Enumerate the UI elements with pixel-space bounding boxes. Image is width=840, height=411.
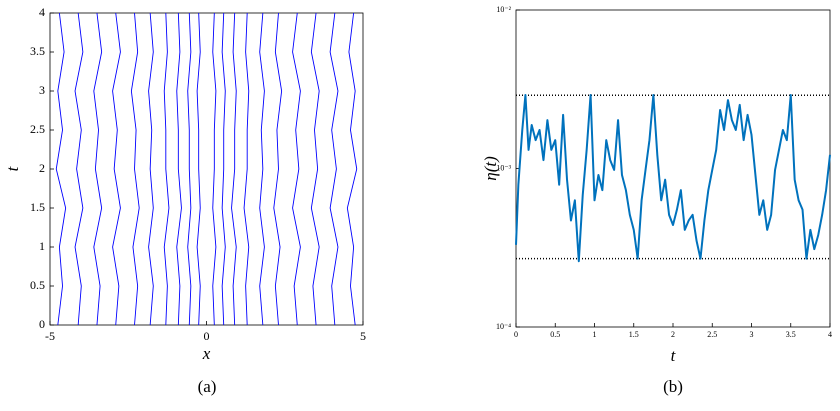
caption: (a) [198, 377, 217, 396]
x-tick-label: 4 [828, 330, 832, 339]
trajectory [130, 12, 140, 326]
x-tick-label: -5 [45, 329, 55, 343]
y-tick-label: 4 [39, 5, 45, 19]
y-tick-label: 2 [39, 161, 45, 175]
trajectory [221, 12, 226, 326]
plot-frame [49, 12, 364, 326]
y-tick-label: 3 [39, 83, 45, 97]
trajectory [187, 12, 192, 326]
trajectory [292, 12, 301, 326]
x-tick-label: 2 [671, 330, 675, 339]
x-tick-label: 5 [360, 329, 366, 343]
x-tick-label: 1.5 [629, 330, 639, 339]
y-tick-label: 10⁻³ [496, 163, 511, 172]
trajectory [176, 12, 182, 326]
x-tick-label: 0 [204, 329, 210, 343]
trajectory [273, 12, 283, 326]
x-tick-label: 3 [750, 330, 754, 339]
trajectory [112, 12, 121, 326]
trajectory [74, 12, 84, 326]
x-tick-label: 2.5 [707, 330, 717, 339]
eta-line [515, 93, 831, 263]
y-axis-label: t [3, 165, 22, 171]
x-tick-label: 3.5 [786, 330, 796, 339]
y-tick-label: 1 [39, 239, 45, 253]
y-tick-label: 3.5 [30, 44, 45, 58]
y-axis-label: η(t) [481, 156, 500, 181]
y-tick-label: 0 [39, 317, 45, 331]
trajectory [93, 12, 103, 326]
trajectory [148, 12, 154, 326]
y-tick-label: 2.5 [30, 122, 45, 136]
y-tick-label: 10⁻⁴ [496, 322, 511, 331]
trajectory [163, 12, 170, 326]
caption: (b) [663, 377, 683, 396]
y-tick-label: 1.5 [30, 200, 45, 214]
x-tick-label: 0.5 [550, 330, 560, 339]
trajectory [329, 12, 339, 326]
trajectory [212, 12, 217, 326]
trajectory [55, 12, 67, 326]
y-tick-label: 10⁻² [496, 5, 511, 14]
trajectory [310, 12, 320, 326]
trajectory [346, 12, 358, 326]
trajectory [231, 12, 237, 326]
trajectory [196, 12, 201, 326]
y-tick-label: 0.5 [30, 278, 45, 292]
x-axis-label: t [671, 346, 677, 365]
x-tick-label: 1 [593, 330, 597, 339]
trajectory [259, 12, 265, 326]
x-axis-label: x [202, 344, 211, 363]
trajectory [243, 12, 250, 326]
plot-frame [515, 9, 831, 328]
x-tick-label: 0 [514, 330, 518, 339]
